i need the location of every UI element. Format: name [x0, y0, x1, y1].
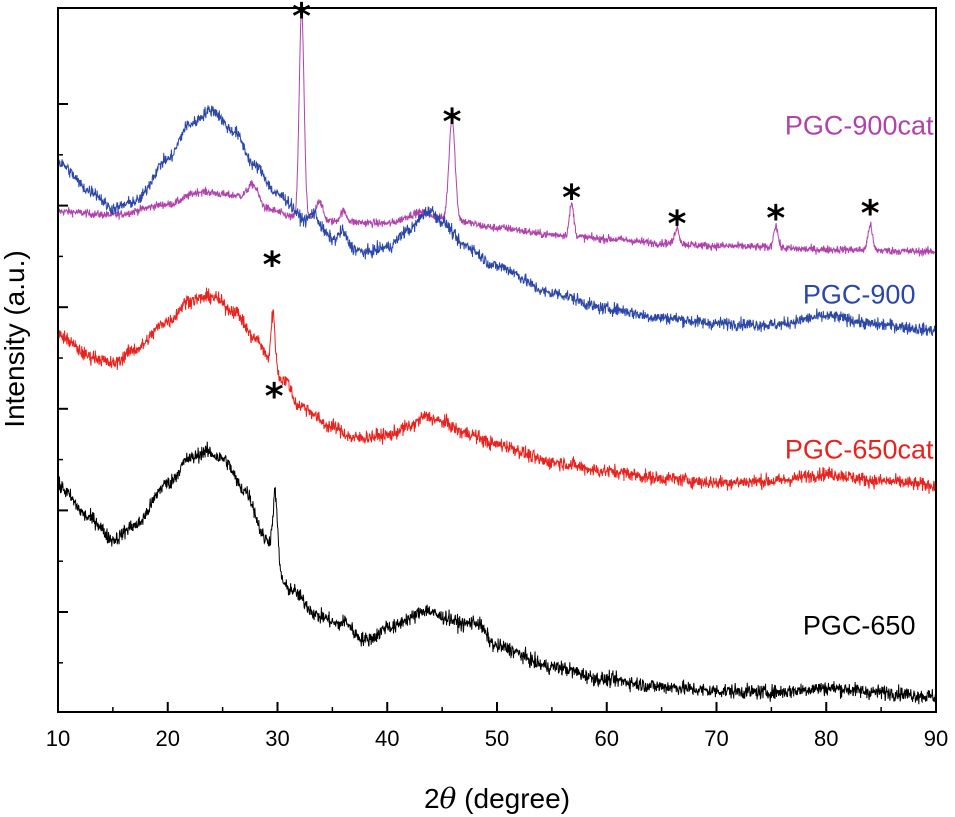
- x-axis-title-prefix: 2: [424, 783, 440, 814]
- annotation-layer: * * * * * * * * PGC-900cat PGC-900 PGC-650cat PGC-6…: [263, 0, 934, 641]
- peak-marker-1: *: [292, 0, 311, 38]
- x-axis-title-theta: θ: [440, 782, 457, 815]
- peak-marker-2: *: [443, 102, 462, 143]
- x-tick-label-10: 10: [46, 726, 70, 751]
- x-tick-label-20: 20: [156, 726, 180, 751]
- series-line-pgc-900: [57, 105, 937, 336]
- peak-marker-7: *: [263, 245, 282, 286]
- series-label-pgc-900: PGC-900: [803, 280, 916, 310]
- series-layer: [57, 10, 937, 705]
- x-axis-title-suffix: (degree): [456, 783, 570, 814]
- x-tick-label-40: 40: [375, 726, 399, 751]
- series-line-pgc-650: [57, 441, 937, 705]
- peak-marker-6: *: [861, 194, 880, 235]
- peak-marker-4: *: [668, 204, 687, 245]
- series-line-pgc-650cat: [57, 287, 937, 494]
- x-tick-label-80: 80: [814, 726, 838, 751]
- series-label-pgc-650: PGC-650: [803, 611, 916, 641]
- x-tick-label-50: 50: [485, 726, 509, 751]
- peak-marker-8: *: [265, 377, 284, 418]
- series-label-pgc-650cat: PGC-650cat: [785, 435, 934, 465]
- series-label-pgc-900cat: PGC-900cat: [785, 111, 934, 141]
- series-line-pgc-900cat: [57, 10, 937, 258]
- x-axis-title: 2θ (degree): [424, 782, 570, 815]
- x-tick-label-90: 90: [924, 726, 948, 751]
- peak-marker-3: *: [562, 178, 581, 219]
- x-tick-label-30: 30: [265, 726, 289, 751]
- y-axis-title: Intensity (a.u.): [0, 250, 30, 427]
- axis-layer: 10 20 30 40 50 60 70 80 90: [46, 7, 948, 751]
- peak-marker-5: *: [766, 199, 785, 240]
- x-tick-label-70: 70: [704, 726, 728, 751]
- x-tick-label-60: 60: [595, 726, 619, 751]
